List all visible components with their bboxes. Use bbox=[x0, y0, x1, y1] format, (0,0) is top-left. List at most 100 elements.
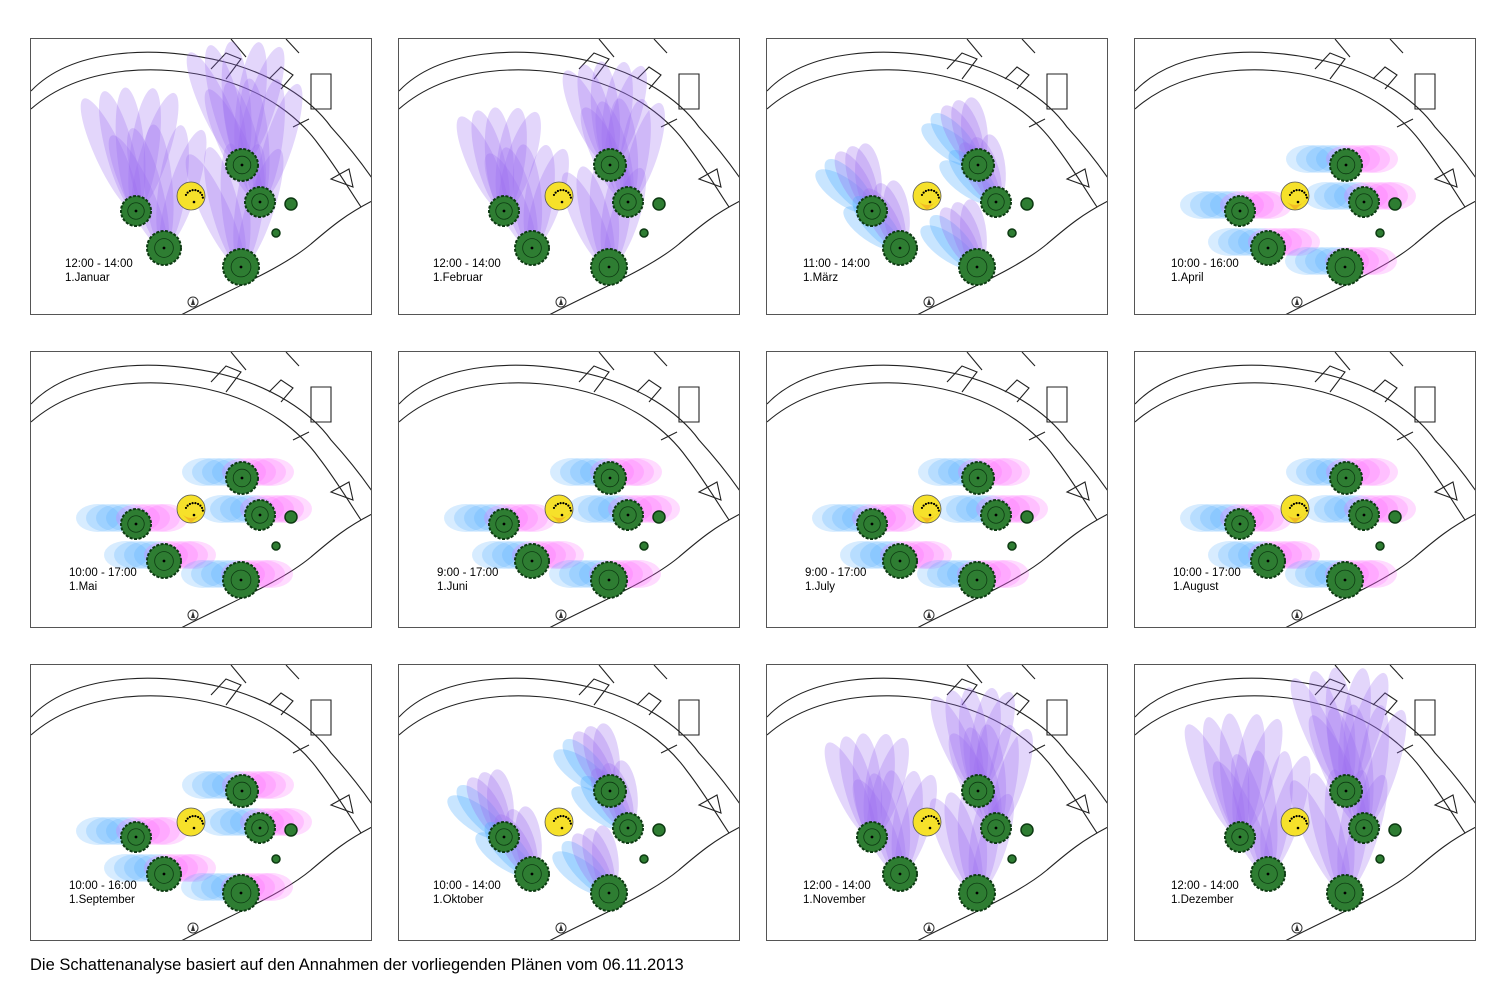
small-tree-icon bbox=[1375, 854, 1385, 864]
shadow-ellipse bbox=[104, 541, 148, 569]
shadow-ellipse bbox=[1212, 761, 1271, 875]
tree-icon bbox=[882, 856, 918, 892]
shadow-ellipse bbox=[1180, 191, 1224, 219]
small-tree-icon bbox=[639, 228, 649, 238]
tree-icon bbox=[980, 186, 1012, 218]
sun-icon bbox=[1280, 807, 1310, 837]
tree-icon bbox=[593, 461, 627, 495]
shadow-ellipse bbox=[1202, 717, 1245, 838]
shadow-ellipse bbox=[605, 65, 647, 166]
shadow-ellipse bbox=[945, 690, 984, 792]
shadow-ellipse bbox=[560, 458, 604, 486]
sun-icon bbox=[544, 494, 574, 524]
shadow-ellipse bbox=[946, 495, 990, 523]
time-date-label: 12:00 - 14:00 1.November bbox=[803, 879, 871, 907]
shadow-ellipse bbox=[1260, 751, 1293, 875]
shadow-ellipse bbox=[200, 495, 244, 523]
shadow-ellipse bbox=[944, 792, 983, 894]
shadow-ellipse bbox=[523, 144, 555, 249]
tree-icon bbox=[244, 499, 276, 531]
time-range: 10:00 - 14:00 bbox=[433, 880, 501, 892]
shadow-ellipse bbox=[1004, 495, 1048, 523]
shadow-ellipse bbox=[1276, 228, 1320, 256]
site-plan-lines bbox=[1135, 39, 1475, 314]
small-tree-icon bbox=[1388, 510, 1402, 524]
shadow-ellipse bbox=[549, 560, 593, 588]
shadow-ellipse bbox=[172, 854, 216, 882]
tree-icon bbox=[882, 230, 918, 266]
shadow-ellipse bbox=[1296, 458, 1340, 486]
time-date-label: 9:00 - 17:00 1.Juni bbox=[437, 566, 498, 594]
shadow-ellipse bbox=[1232, 714, 1265, 838]
tree-icon bbox=[882, 543, 918, 579]
shadow-ellipse bbox=[250, 771, 294, 799]
shadow-ellipse bbox=[185, 154, 244, 268]
shadow-ellipse bbox=[234, 42, 267, 166]
shadow-ellipse bbox=[1359, 709, 1407, 829]
site-plan-lines bbox=[767, 39, 1107, 314]
shadow-ellipse bbox=[210, 495, 254, 523]
time-range: 10:00 - 16:00 bbox=[69, 880, 137, 892]
shadow-ellipse bbox=[908, 541, 952, 569]
tree-icon bbox=[961, 774, 995, 808]
small-tree-icon bbox=[271, 228, 281, 238]
shadow-ellipse bbox=[156, 125, 189, 249]
trees bbox=[488, 461, 666, 599]
small-tree-icon bbox=[284, 197, 298, 211]
site-plan-lines bbox=[767, 352, 1107, 627]
tree-shadows bbox=[80, 41, 303, 268]
shadow-ellipse bbox=[540, 541, 584, 569]
shadow-ellipse bbox=[1304, 182, 1348, 210]
time-range: 9:00 - 17:00 bbox=[805, 567, 867, 579]
shadow-ellipse bbox=[1353, 247, 1397, 275]
tree-icon bbox=[1326, 248, 1364, 286]
shadow-ellipse bbox=[471, 110, 510, 212]
shadow-ellipse bbox=[1230, 754, 1273, 875]
shadow-ellipse bbox=[617, 560, 661, 588]
tree-icon bbox=[225, 148, 259, 182]
shadow-ellipse bbox=[1296, 145, 1340, 173]
small-tree-icon bbox=[652, 823, 666, 837]
shadow-ellipse bbox=[929, 798, 981, 894]
shadow-ellipse bbox=[957, 789, 988, 894]
tree-icon bbox=[488, 821, 520, 853]
shadow-ellipse bbox=[593, 723, 620, 792]
site-plan bbox=[767, 665, 1107, 940]
date: 1.September bbox=[69, 894, 135, 906]
shadow-ellipse bbox=[961, 97, 988, 166]
tree-icon bbox=[1224, 508, 1256, 540]
date: 1.April bbox=[1171, 272, 1204, 284]
shadow-ellipse bbox=[1235, 718, 1283, 838]
site-plan bbox=[1135, 39, 1475, 314]
shadow-ellipse bbox=[623, 102, 665, 203]
tree-icon bbox=[146, 543, 182, 579]
shadow-ellipse bbox=[1289, 780, 1348, 894]
tree-icon bbox=[958, 248, 996, 286]
shadow-ellipse bbox=[126, 128, 169, 249]
site-plan bbox=[767, 39, 1107, 314]
site-plan-lines bbox=[31, 352, 371, 627]
shadow-ellipse bbox=[863, 733, 895, 838]
small-tree-icon bbox=[652, 197, 666, 211]
date: 1.Februar bbox=[433, 272, 483, 284]
shadow-ellipse bbox=[1372, 495, 1416, 523]
tree-icon bbox=[961, 461, 995, 495]
site-plan-lines bbox=[1135, 665, 1475, 940]
panel-september: 10:00 - 16:00 1.September bbox=[30, 664, 372, 941]
time-range: 12:00 - 14:00 bbox=[65, 258, 133, 270]
time-range: 9:00 - 17:00 bbox=[437, 567, 499, 579]
shadow-ellipse bbox=[1286, 145, 1330, 173]
shadow-ellipse bbox=[249, 873, 293, 901]
shadow-ellipse bbox=[618, 458, 662, 486]
site-plan bbox=[399, 352, 739, 627]
shadow-ellipse bbox=[1285, 247, 1329, 275]
shadow-ellipse bbox=[499, 147, 538, 249]
shadow-ellipse bbox=[210, 808, 254, 836]
shadow-ellipse bbox=[255, 83, 303, 203]
shadow-ellipse bbox=[252, 79, 285, 203]
north-arrow-icon bbox=[187, 609, 199, 621]
small-tree-icon bbox=[271, 541, 281, 551]
north-arrow-icon bbox=[1291, 609, 1303, 621]
shadow-ellipse bbox=[182, 458, 226, 486]
shadow-ellipse bbox=[1219, 713, 1250, 838]
